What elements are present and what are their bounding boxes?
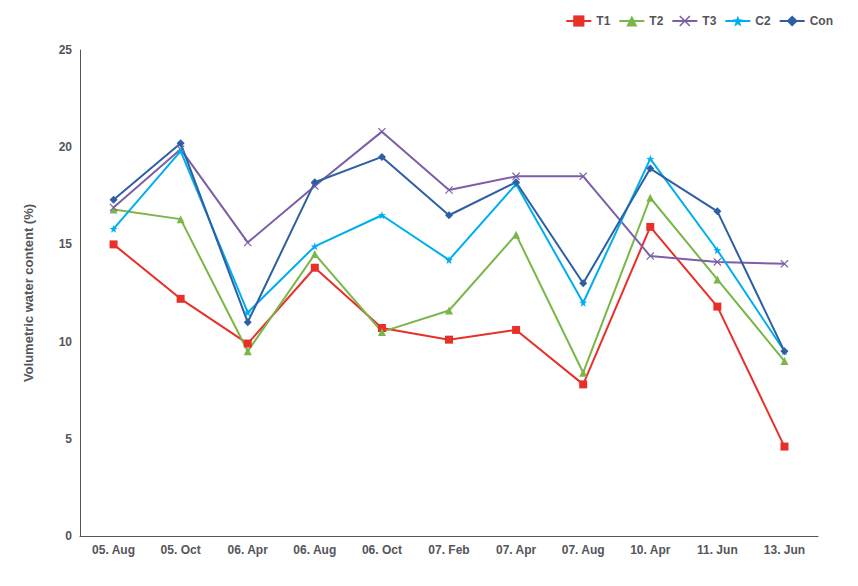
svg-text:06. Apr: 06. Apr [228, 543, 269, 557]
svg-text:T1: T1 [596, 14, 610, 28]
svg-text:20: 20 [59, 140, 73, 154]
svg-text:25: 25 [59, 43, 73, 57]
svg-text:06. Oct: 06. Oct [362, 543, 402, 557]
svg-text:11. Jun: 11. Jun [697, 543, 738, 557]
svg-text:05. Aug: 05. Aug [92, 543, 135, 557]
svg-text:15: 15 [59, 237, 73, 251]
svg-text:T3: T3 [702, 14, 716, 28]
svg-text:07. Aug: 07. Aug [562, 543, 605, 557]
svg-text:C2: C2 [755, 14, 771, 28]
svg-text:5: 5 [65, 432, 72, 446]
svg-text:10: 10 [59, 335, 73, 349]
svg-text:05. Oct: 05. Oct [161, 543, 201, 557]
svg-text:07. Apr: 07. Apr [496, 543, 537, 557]
svg-text:07. Feb: 07. Feb [428, 543, 469, 557]
svg-text:10. Apr: 10. Apr [630, 543, 671, 557]
svg-text:0: 0 [65, 529, 72, 543]
svg-text:T2: T2 [649, 14, 663, 28]
svg-text:Volumetric water content (%): Volumetric water content (%) [21, 204, 36, 382]
svg-text:06. Aug: 06. Aug [293, 543, 336, 557]
svg-text:13. Jun: 13. Jun [764, 543, 805, 557]
svg-text:Con: Con [810, 14, 833, 28]
